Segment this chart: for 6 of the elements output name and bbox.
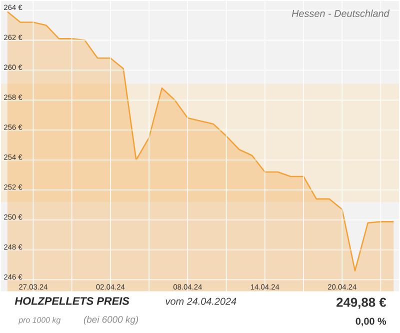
text: (bei 6000 kg) [84, 316, 138, 325]
text: HOLZPELLETS PREIS [14, 297, 130, 306]
text: 0,00 % [356, 318, 386, 326]
text: Hessen - Deutschland [292, 10, 390, 18]
text: vom 24.04.2024 [166, 298, 236, 305]
text: 249,88 € [336, 298, 386, 309]
